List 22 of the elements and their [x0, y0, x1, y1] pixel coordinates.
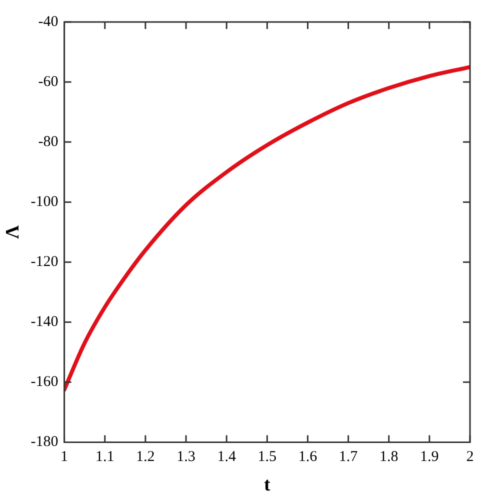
x-tick-label: 1.1 — [95, 449, 114, 466]
y-tick-label: -180 — [30, 434, 58, 450]
y-axis-title: Λ — [2, 224, 24, 239]
x-axis-title: t — [264, 474, 271, 496]
x-tick-label: 1.7 — [338, 449, 358, 466]
y-tick-label: -100 — [30, 194, 58, 210]
x-tick-label: 1.9 — [420, 449, 439, 466]
y-tick-label: -120 — [30, 254, 58, 270]
y-tick-label: -40 — [38, 14, 58, 30]
x-tick-label: 1.8 — [379, 449, 398, 466]
y-tick-label: -80 — [38, 134, 58, 150]
x-tick-label: 1.5 — [258, 449, 277, 466]
x-tick-label: 1 — [60, 449, 68, 466]
y-tick-label: -160 — [30, 374, 58, 390]
x-tick-label: 2 — [466, 449, 474, 466]
x-tick-label: 1.2 — [136, 449, 155, 466]
line-series — [64, 65, 470, 392]
x-tick-label: 1.3 — [176, 449, 196, 466]
x-tick-label: 1.6 — [298, 449, 318, 466]
x-tick-label: 1.4 — [217, 449, 236, 466]
y-tick-label: -60 — [38, 74, 58, 90]
y-tick-label: -140 — [30, 314, 58, 330]
